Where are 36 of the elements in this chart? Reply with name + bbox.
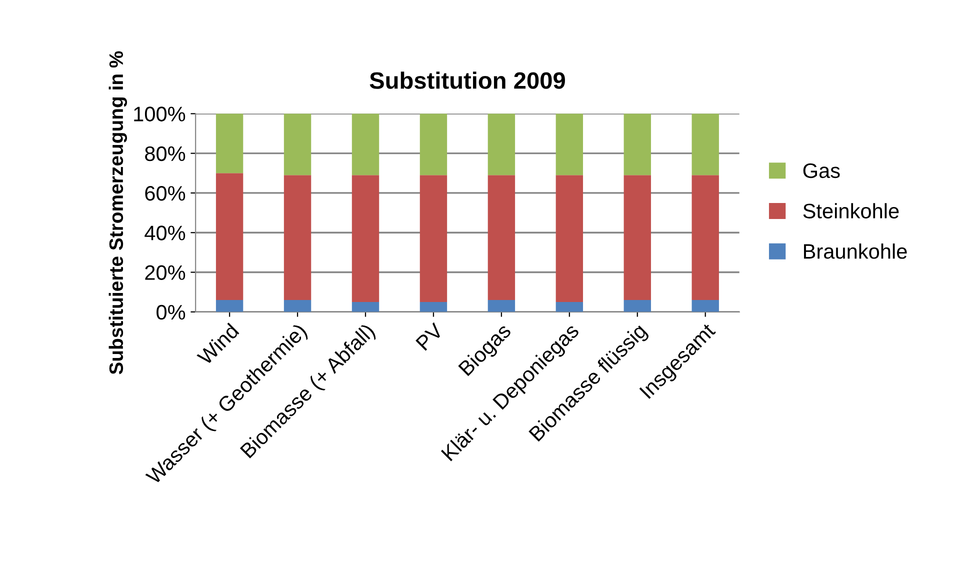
bar [216, 173, 244, 300]
bar [284, 175, 312, 300]
bar [624, 175, 651, 300]
y-tick-label: 80% [145, 146, 186, 162]
y-tick-label: 40% [144, 226, 186, 240]
bar [488, 300, 516, 312]
bar [216, 300, 244, 312]
bar [420, 114, 448, 176]
bar [352, 175, 380, 302]
bar [352, 114, 380, 176]
bar [692, 300, 719, 312]
bar [624, 114, 651, 176]
bar [284, 114, 312, 176]
bar [420, 302, 448, 312]
bar [216, 114, 244, 174]
bar [556, 302, 584, 312]
legend-label: Gas [803, 163, 840, 178]
bar [556, 114, 584, 176]
y-tick-label: 0% [156, 304, 186, 320]
bar [488, 175, 516, 300]
legend-label: Steinkohle [803, 203, 899, 218]
y-axis-title: Substituierte Stromerzeugung in % [108, 51, 128, 374]
bar [624, 300, 651, 312]
bar [488, 114, 516, 176]
bar [692, 114, 719, 176]
x-tick-label: PV [416, 322, 444, 351]
y-tick-label: 100% [134, 106, 186, 122]
bar [556, 175, 584, 302]
y-tick-label: 20% [145, 265, 186, 280]
y-tick-label: 60% [145, 186, 186, 201]
bar [352, 302, 380, 312]
bar [284, 300, 312, 312]
bar [692, 175, 719, 300]
chart-title: Substitution 2009 [370, 72, 565, 89]
legend-label: Braunkohle [804, 244, 907, 259]
bar [420, 175, 448, 302]
